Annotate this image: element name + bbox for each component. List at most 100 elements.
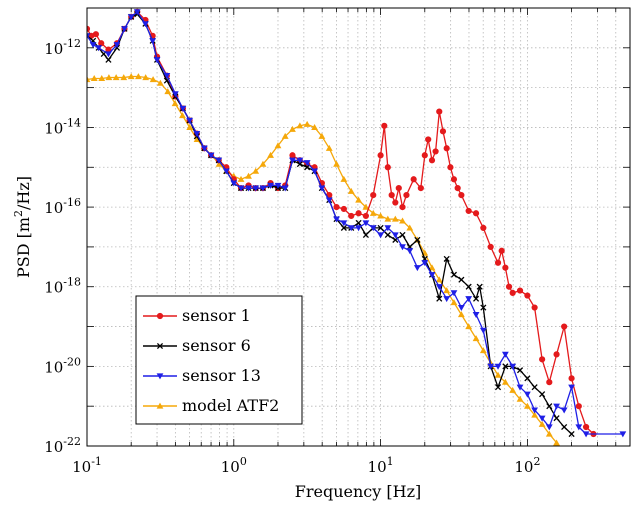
- x-tick-labels: 10-1 100 101 102: [72, 455, 540, 476]
- data-point-sensor-1: [421, 152, 428, 159]
- data-point-model-atf2: [509, 386, 517, 393]
- data-point-sensor-1: [333, 203, 340, 211]
- data-point-sensor-13: [369, 225, 377, 232]
- data-point-model-atf2: [457, 311, 465, 318]
- data-point-model-atf2: [443, 287, 451, 294]
- legend-label: sensor 1: [182, 306, 251, 325]
- data-point-sensor-13: [127, 14, 135, 21]
- data-point-sensor-13: [259, 185, 267, 192]
- data-point-model-atf2: [553, 439, 560, 446]
- data-point-sensor-13: [575, 424, 583, 431]
- data-point-model-atf2: [245, 172, 252, 179]
- data-point-model-atf2: [127, 73, 135, 80]
- legend-label: model ATF2: [182, 396, 279, 415]
- data-point-sensor-13: [340, 220, 348, 227]
- data-point-sensor-1: [454, 184, 461, 192]
- data-point-sensor-13: [413, 265, 421, 272]
- data-point-sensor-13: [487, 363, 495, 370]
- data-point-model-atf2: [369, 209, 377, 216]
- data-point-sensor-1: [348, 212, 355, 220]
- data-point-sensor-13: [494, 363, 502, 370]
- data-point-sensor-1: [436, 108, 443, 115]
- data-point-model-atf2: [377, 212, 384, 219]
- data-point-model-atf2: [531, 411, 539, 418]
- data-point-sensor-1: [377, 152, 384, 159]
- data-point-sensor-1: [509, 289, 516, 296]
- data-point-model-atf2: [179, 112, 186, 119]
- data-point-sensor-13: [465, 296, 473, 303]
- data-point-model-atf2: [120, 74, 128, 81]
- data-point-model-atf2: [237, 175, 245, 182]
- y-tick-label: 10-18: [44, 276, 81, 297]
- data-point-sensor-13: [333, 216, 340, 223]
- data-point-sensor-13: [560, 407, 568, 414]
- data-point-sensor-13: [399, 244, 406, 251]
- data-point-sensor-1: [502, 264, 509, 271]
- data-point-sensor-1: [92, 31, 100, 38]
- legend-entry-model-atf2: model ATF2: [143, 396, 279, 415]
- data-point-sensor-13: [568, 384, 575, 391]
- data-point-sensor-13: [281, 185, 289, 192]
- data-point-model-atf2: [523, 402, 531, 409]
- legend-swatch-marker: [156, 402, 164, 409]
- data-point-sensor-13: [443, 296, 451, 303]
- data-point-sensor-1: [568, 375, 575, 382]
- data-point-sensor-6: [355, 219, 362, 226]
- data-point-sensor-1: [355, 210, 362, 217]
- y-axis-label-sup: 2: [12, 210, 25, 217]
- data-point-model-atf2: [479, 347, 487, 354]
- data-point-sensor-1: [480, 224, 487, 232]
- data-point-sensor-6: [472, 295, 480, 302]
- data-point-sensor-13: [87, 33, 91, 40]
- y-axis-label-tail: /Hz]: [14, 176, 33, 210]
- legend-swatch-marker: [156, 373, 164, 380]
- data-point-sensor-6: [414, 236, 421, 243]
- data-point-sensor-13: [428, 272, 436, 279]
- data-point-sensor-1: [381, 122, 388, 129]
- data-point-model-atf2: [281, 132, 289, 139]
- data-point-sensor-13: [472, 311, 480, 318]
- data-point-sensor-13: [362, 220, 370, 227]
- data-point-model-atf2: [296, 122, 304, 129]
- data-point-sensor-13: [274, 182, 282, 189]
- data-point-sensor-13: [133, 9, 141, 16]
- data-point-sensor-1: [98, 40, 105, 47]
- data-point-sensor-13: [142, 21, 149, 28]
- y-tick-label: 10-22: [44, 435, 81, 456]
- data-point-sensor-1: [370, 192, 377, 199]
- data-point-sensor-1: [582, 423, 590, 431]
- data-point-sensor-13: [384, 225, 392, 232]
- data-point-model-atf2: [303, 120, 311, 127]
- data-point-model-atf2: [516, 395, 524, 402]
- data-point-sensor-13: [179, 105, 187, 112]
- x-tick-label: 101: [368, 455, 394, 476]
- data-point-sensor-13: [531, 407, 539, 414]
- data-point-model-atf2: [98, 75, 106, 82]
- data-point-model-atf2: [494, 371, 502, 378]
- data-point-model-atf2: [325, 144, 333, 151]
- data-point-model-atf2: [362, 203, 370, 210]
- data-point-model-atf2: [318, 132, 326, 139]
- data-point-sensor-1: [494, 259, 502, 266]
- data-point-sensor-1: [428, 157, 436, 164]
- data-point-sensor-6: [465, 283, 472, 290]
- data-point-sensor-1: [410, 176, 417, 183]
- data-point-model-atf2: [289, 125, 296, 132]
- series-line-sensor-13: [87, 11, 623, 435]
- data-point-sensor-1: [388, 192, 395, 199]
- data-point-sensor-6: [296, 161, 303, 168]
- data-point-model-atf2: [340, 175, 348, 182]
- y-axis-label-base: PSD [m: [14, 217, 33, 278]
- data-point-sensor-1: [395, 184, 402, 192]
- data-point-sensor-1: [531, 304, 538, 311]
- data-point-model-atf2: [105, 74, 113, 81]
- data-point-sensor-13: [121, 26, 128, 33]
- data-point-sensor-13: [325, 197, 333, 204]
- legend-entry-sensor-6: sensor 6: [143, 336, 251, 355]
- data-point-model-atf2: [149, 76, 157, 83]
- data-point-sensor-1: [399, 203, 406, 211]
- data-point-model-atf2: [465, 323, 473, 330]
- data-point-sensor-6: [384, 231, 391, 238]
- data-point-sensor-1: [539, 356, 546, 363]
